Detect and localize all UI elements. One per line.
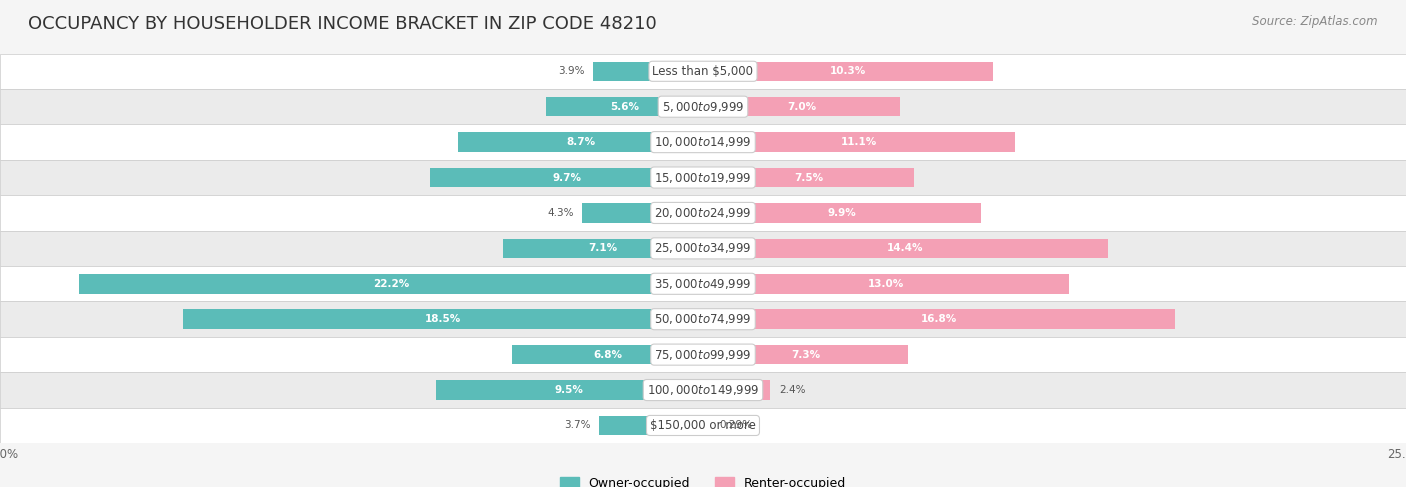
Text: 7.0%: 7.0% — [787, 102, 815, 112]
Bar — [183, 309, 703, 329]
Text: 11.1%: 11.1% — [841, 137, 877, 147]
Text: 5.6%: 5.6% — [610, 102, 638, 112]
Bar — [79, 274, 703, 294]
Text: 14.4%: 14.4% — [887, 244, 924, 253]
Bar — [0, 54, 1406, 89]
Text: 7.3%: 7.3% — [792, 350, 820, 359]
Bar — [0, 266, 1406, 301]
Text: $5,000 to $9,999: $5,000 to $9,999 — [662, 100, 744, 113]
Bar — [703, 345, 908, 364]
Text: 10.3%: 10.3% — [830, 66, 866, 76]
Bar — [0, 89, 1406, 124]
Bar — [0, 408, 1406, 443]
Bar — [0, 301, 1406, 337]
Text: 4.3%: 4.3% — [547, 208, 574, 218]
Text: 9.9%: 9.9% — [828, 208, 856, 218]
Bar — [703, 239, 1108, 258]
Text: Less than $5,000: Less than $5,000 — [652, 65, 754, 78]
Text: 0.29%: 0.29% — [720, 420, 752, 431]
Bar — [436, 380, 703, 400]
Bar — [703, 274, 1069, 294]
Legend: Owner-occupied, Renter-occupied: Owner-occupied, Renter-occupied — [555, 472, 851, 487]
Text: $100,000 to $149,999: $100,000 to $149,999 — [647, 383, 759, 397]
Bar — [582, 203, 703, 223]
Text: $150,000 or more: $150,000 or more — [650, 419, 756, 432]
Bar — [593, 61, 703, 81]
Bar — [458, 132, 703, 152]
Bar — [0, 195, 1406, 231]
Bar — [703, 61, 993, 81]
Text: $25,000 to $34,999: $25,000 to $34,999 — [654, 242, 752, 255]
Text: $50,000 to $74,999: $50,000 to $74,999 — [654, 312, 752, 326]
Text: 22.2%: 22.2% — [373, 279, 409, 289]
Text: $75,000 to $99,999: $75,000 to $99,999 — [654, 348, 752, 362]
Bar — [703, 380, 770, 400]
Bar — [703, 203, 981, 223]
Bar — [599, 416, 703, 435]
Bar — [512, 345, 703, 364]
Text: 3.9%: 3.9% — [558, 66, 585, 76]
Text: OCCUPANCY BY HOUSEHOLDER INCOME BRACKET IN ZIP CODE 48210: OCCUPANCY BY HOUSEHOLDER INCOME BRACKET … — [28, 15, 657, 33]
Text: $15,000 to $19,999: $15,000 to $19,999 — [654, 170, 752, 185]
Text: 18.5%: 18.5% — [425, 314, 461, 324]
Text: 9.7%: 9.7% — [553, 172, 581, 183]
Text: 3.7%: 3.7% — [564, 420, 591, 431]
Text: $35,000 to $49,999: $35,000 to $49,999 — [654, 277, 752, 291]
Bar — [430, 168, 703, 187]
Text: 2.4%: 2.4% — [779, 385, 806, 395]
Bar — [703, 309, 1175, 329]
Text: $20,000 to $24,999: $20,000 to $24,999 — [654, 206, 752, 220]
Bar — [703, 132, 1015, 152]
Bar — [0, 231, 1406, 266]
Bar — [0, 160, 1406, 195]
Bar — [503, 239, 703, 258]
Text: 6.8%: 6.8% — [593, 350, 621, 359]
Text: 13.0%: 13.0% — [868, 279, 904, 289]
Bar — [0, 337, 1406, 373]
Text: $10,000 to $14,999: $10,000 to $14,999 — [654, 135, 752, 149]
Bar — [0, 373, 1406, 408]
Bar — [703, 416, 711, 435]
Bar — [0, 124, 1406, 160]
Text: 7.5%: 7.5% — [794, 172, 823, 183]
Bar — [703, 97, 900, 116]
Text: 7.1%: 7.1% — [589, 244, 617, 253]
Text: Source: ZipAtlas.com: Source: ZipAtlas.com — [1253, 15, 1378, 28]
Text: 16.8%: 16.8% — [921, 314, 957, 324]
Text: 9.5%: 9.5% — [555, 385, 583, 395]
Bar — [703, 168, 914, 187]
Text: 8.7%: 8.7% — [567, 137, 595, 147]
Bar — [546, 97, 703, 116]
